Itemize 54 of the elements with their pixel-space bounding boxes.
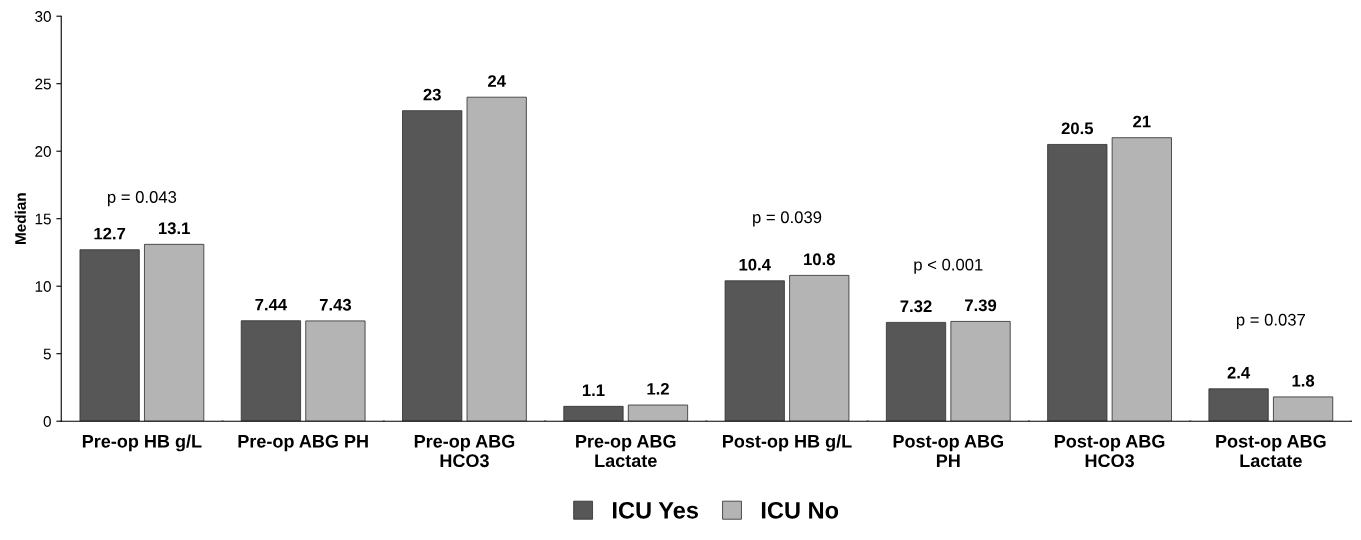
annotation: p = 0.039 [753,211,822,227]
data-label: 7.43 [319,298,352,311]
bar [402,110,463,422]
bar [240,320,301,422]
y-tick-label: 0 [43,416,51,427]
bar [1272,396,1334,422]
data-label: 7.32 [900,300,932,313]
bar [1047,144,1108,422]
data-label: 12.7 [94,227,126,240]
bar [789,274,850,422]
bar [305,320,366,422]
y-tick-label: 30 [35,11,51,22]
y-tick-label: 10 [35,281,51,292]
x-tick-label: Post-op HB g/L [723,434,852,452]
annotation: p = 0.037 [1236,313,1305,329]
y-axis-title: Median [14,193,26,244]
bar [466,96,527,422]
y-tick-label: 20 [35,146,51,157]
x-tick-label: Pre-op ABG PH [238,434,368,452]
bar [144,243,205,422]
data-label: 10.8 [804,253,835,266]
annotation: p = 0.043 [107,191,177,207]
bar [724,280,785,422]
legend-label: ICU No [761,501,839,519]
bar [1111,137,1172,422]
data-label: 20.5 [1061,122,1094,135]
data-label: 1.8 [1292,374,1315,387]
y-tick-label: 15 [35,213,51,225]
x-tick-label: Post-op ABG HCO3 [1054,434,1165,468]
data-label: 7.39 [965,299,997,312]
data-label: 24 [488,75,506,87]
bar [627,404,689,422]
data-label: 21 [1133,115,1151,128]
data-label: 1.2 [647,382,669,395]
x-tick-label: Pre-op ABG Lactate [576,434,676,468]
data-label: 13.1 [158,222,190,235]
x-tick-label: Pre-op HB g/L [82,434,202,452]
bar [885,321,947,422]
bar [563,405,624,422]
annotation: p < 0.001 [914,258,983,274]
bar [79,249,140,422]
y-tick-label: 25 [35,78,51,90]
data-label: 10.4 [739,258,771,271]
bar [1208,388,1269,422]
x-tick-label: Pre-op ABG HCO3 [414,434,515,468]
x-tick-label: Post-op ABG PH [893,434,1003,467]
bar [950,321,1011,422]
data-label: 2.4 [1227,366,1251,379]
data-label: 23 [423,88,441,101]
data-label: 1.1 [582,384,605,396]
y-tick-label: 5 [43,348,51,360]
x-tick-label: Post-op ABG Lactate [1216,434,1326,468]
data-label: 7.44 [255,298,288,311]
legend-label: ICU Yes [613,501,698,519]
